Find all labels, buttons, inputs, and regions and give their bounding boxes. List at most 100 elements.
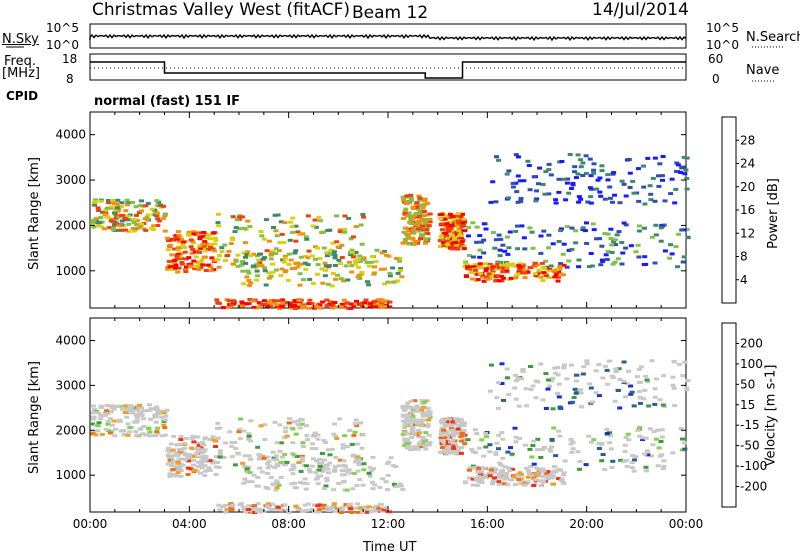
power-data-cell	[149, 207, 155, 211]
power-data-cell	[417, 208, 423, 212]
velocity-data-cell	[202, 464, 208, 468]
velocity-data-cell	[659, 428, 665, 432]
velocity-data-cell	[400, 487, 406, 491]
power-data-cell	[208, 265, 214, 269]
velocity-data-cell	[186, 459, 192, 463]
power-data-cell	[635, 243, 641, 247]
velocity-data-cell	[346, 468, 352, 472]
velocity-data-cell	[248, 439, 254, 443]
velocity-data-cell	[291, 420, 297, 424]
velocity-data-cell	[650, 443, 656, 447]
velocity-data-cell	[414, 404, 420, 408]
power-data-cell	[175, 230, 181, 234]
power-data-cell	[202, 240, 208, 244]
power-data-cell	[500, 243, 506, 247]
power-data-cell	[230, 215, 236, 219]
power-data-cell	[188, 245, 194, 249]
velocity-data-cell	[556, 429, 562, 433]
velocity-data-cell	[642, 452, 648, 456]
velocity-data-cell	[525, 475, 531, 479]
power-data-cell	[200, 263, 206, 267]
power-data-cell	[182, 268, 188, 272]
power-data-cell	[531, 175, 537, 179]
velocity-data-cell	[406, 405, 412, 409]
velocity-data-cell	[517, 436, 523, 440]
velocity-data-cell	[167, 475, 173, 478]
velocity-data-cell	[538, 362, 544, 366]
power-data-cell	[91, 200, 97, 204]
power-data-cell	[546, 269, 552, 273]
velocity-data-cell	[523, 387, 529, 391]
power-data-cell	[132, 229, 138, 233]
power-data-cell	[474, 240, 480, 244]
velocity-data-cell	[382, 506, 388, 510]
velocity-data-cell	[141, 424, 147, 428]
power-data-cell	[297, 262, 303, 266]
power-data-cell	[419, 217, 425, 221]
power-data-cell	[521, 179, 527, 183]
velocity-data-cell	[352, 422, 358, 426]
velocity-data-cell	[246, 454, 252, 458]
velocity-data-cell	[259, 470, 265, 474]
power-data-cell	[296, 299, 302, 302]
velocity-data-cell	[607, 359, 612, 363]
power-data-cell	[155, 204, 161, 208]
velocity-data-cell	[179, 457, 185, 461]
velocity-data-cell	[247, 471, 253, 475]
power-data-cell	[499, 263, 505, 267]
velocity-data-cell	[246, 504, 252, 508]
velocity-data-cell	[645, 453, 651, 457]
power-data-cell	[591, 162, 597, 166]
power-data-cell	[656, 174, 661, 178]
power-data-cell	[631, 191, 637, 195]
power-data-cell	[413, 212, 419, 216]
velocity-data-cell	[640, 438, 646, 441]
power-data-cell	[154, 199, 160, 203]
velocity-data-cell	[170, 459, 176, 463]
velocity-data-cell	[300, 441, 306, 445]
power-data-cell	[130, 200, 136, 204]
power-data-cell	[342, 305, 348, 309]
velocity-data-cell	[323, 484, 329, 488]
velocity-data-cell	[405, 444, 411, 448]
velocity-data-cell	[462, 442, 468, 446]
velocity-data-cell	[533, 396, 539, 400]
power-data-cell	[183, 270, 189, 274]
velocity-data-cell	[284, 434, 290, 438]
velocity-data-cell	[403, 438, 409, 442]
velocity-data-cell	[410, 418, 416, 422]
power-data-cell	[287, 302, 293, 306]
freq-trace	[90, 61, 686, 79]
power-data-cell	[229, 236, 235, 240]
velocity-data-cell	[615, 389, 621, 392]
velocity-data-cell	[440, 440, 446, 444]
velocity-data-cell	[503, 472, 509, 475]
power-data-cell	[181, 240, 186, 244]
velocity-data-cell	[644, 469, 650, 473]
power-data-cell	[656, 184, 662, 188]
power-data-cell	[237, 215, 243, 219]
velocity-data-cell	[211, 438, 217, 442]
velocity-data-cell	[506, 393, 512, 396]
power-data-cell	[595, 178, 601, 182]
power-data-cell	[212, 242, 218, 246]
velocity-data-cell	[631, 404, 637, 408]
power-data-cell	[357, 273, 362, 277]
velocity-data-cell	[282, 430, 288, 434]
velocity-data-cell	[331, 502, 337, 506]
power-data-cell	[403, 207, 409, 211]
velocity-data-cell	[684, 386, 689, 390]
power-data-cell	[426, 224, 432, 228]
power-data-cell	[582, 229, 588, 233]
power-data-cell	[235, 253, 241, 257]
velocity-data-cell	[645, 449, 650, 453]
velocity-data-cell	[249, 480, 255, 484]
power-data-cell	[516, 264, 522, 268]
power-data-cell	[256, 301, 262, 305]
velocity-data-cell	[450, 438, 456, 442]
power-data-cell	[339, 256, 345, 259]
velocity-data-cell	[328, 507, 334, 511]
power-data-cell	[240, 215, 245, 219]
power-data-cell	[455, 247, 461, 251]
velocity-data-cell	[319, 506, 325, 509]
